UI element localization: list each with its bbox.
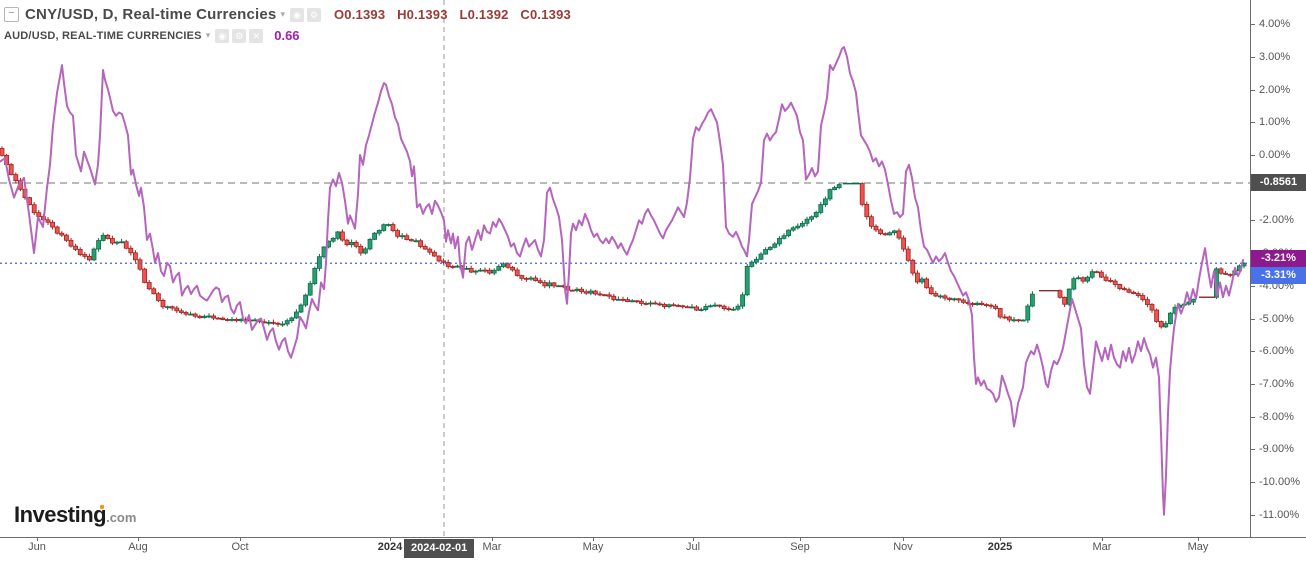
x-tick-mark [492,537,493,541]
x-tick-label: Nov [893,541,913,553]
y-tick-label: -9.00% [1259,443,1294,456]
legend: − CNY/USD, D, Real-time Currencies ▾ ◉ ⚙… [4,4,579,46]
x-tick-mark [37,537,38,541]
y-tick-mark [1250,285,1255,287]
time-scale-border [0,537,1306,538]
aud-usd-line [0,46,1244,516]
y-tick-mark [1250,89,1255,91]
open-value: O0.1393 [334,7,386,22]
x-tick-label: May [582,541,604,553]
logo-brand-text: Investing [14,502,107,527]
x-tick-mark [138,537,139,541]
x-tick-mark [593,537,594,541]
y-tick-label: 1.00% [1259,116,1291,129]
x-tick-mark [693,537,694,541]
crosshair-date-label: 2024-02-01 [404,539,475,558]
y-tick-label: 0.00% [1259,149,1291,161]
x-tick-mark [1000,537,1001,541]
chevron-down-icon[interactable]: ▾ [205,30,211,40]
y-tick-mark [1250,318,1255,320]
gear-icon[interactable]: ⚙ [232,28,247,43]
low-value: L0.1392 [459,7,509,22]
y-tick-label: -10.00% [1259,476,1300,488]
x-tick-label: Aug [128,541,148,553]
y-tick-mark [1250,220,1255,222]
chart-canvas[interactable] [0,0,1250,537]
x-tick-mark [903,537,904,541]
investing-logo[interactable]: Investing.com [14,502,136,528]
y-tick-mark [1250,416,1255,418]
x-tick-label: May [1187,541,1209,553]
x-tick-mark [390,537,391,541]
legend-row-main: − CNY/USD, D, Real-time Currencies ▾ ◉ ⚙… [4,4,579,25]
main-symbol-title: CNY/USD, D, Real-time Currencies [25,6,277,23]
y-tick-mark [1250,449,1255,451]
visibility-toggle-icon[interactable]: ◉ [290,7,304,22]
close-icon[interactable]: ✕ [249,28,264,43]
y-tick-mark [1250,383,1255,385]
y-tick-label: -7.00% [1259,377,1294,390]
y-tick-label: -5.00% [1259,312,1294,325]
price-scale-border [1250,0,1251,537]
logo-orange-dot-icon [100,505,104,509]
x-tick-label: Oct [231,541,249,553]
y-tick-mark [1250,24,1255,26]
y-tick-mark [1250,155,1255,156]
price-label: -3.31% [1251,267,1306,285]
x-tick-mark [240,537,241,541]
cny-candles [0,146,1247,329]
price-label: -0.8561 [1251,174,1306,192]
x-tick-label: Sep [790,541,810,553]
y-tick-label: -8.00% [1259,410,1294,423]
x-tick-mark [800,537,801,541]
x-tick-label: Mar [482,541,502,553]
x-tick-mark [1102,537,1103,541]
visibility-toggle-icon[interactable]: ◉ [215,28,230,43]
x-tick-mark [1198,537,1199,541]
chevron-down-icon[interactable]: ▾ [280,9,285,19]
legend-row-overlay: AUD/USD, REAL-TIME CURRENCIES ▾ ◉ ⚙ ✕ 0.… [4,25,579,46]
overlay-symbol-title: AUD/USD, REAL-TIME CURRENCIES [4,29,202,42]
price-label: -3.21% [1251,250,1306,268]
y-tick-label: -2.00% [1259,214,1294,227]
ohlc-readout: O0.1393 H0.1393 L0.1392 C0.1393 [334,7,579,22]
x-tick-label: 2025 [987,541,1013,553]
gear-icon[interactable]: ⚙ [307,7,321,22]
logo-tld-text: .com [106,510,137,525]
x-tick-label: Mar [1092,541,1112,553]
y-tick-mark [1250,514,1255,516]
x-tick-label: 2024 [377,541,403,553]
y-tick-label: -11.00% [1259,508,1300,521]
x-tick-label: Jul [685,541,701,553]
y-tick-mark [1250,351,1255,353]
y-tick-mark [1250,482,1255,483]
high-value: H0.1393 [397,7,448,22]
overlay-last-value: 0.66 [274,28,300,43]
y-tick-label: 4.00% [1259,18,1291,31]
y-tick-label: 3.00% [1259,50,1291,63]
y-tick-label: -6.00% [1259,345,1294,358]
y-tick-mark [1250,56,1255,58]
close-value: C0.1393 [520,7,571,22]
legend-collapse-icon[interactable]: − [4,7,19,22]
x-tick-label: Jun [28,541,46,553]
y-tick-mark [1250,122,1255,124]
y-tick-label: 2.00% [1259,83,1291,96]
